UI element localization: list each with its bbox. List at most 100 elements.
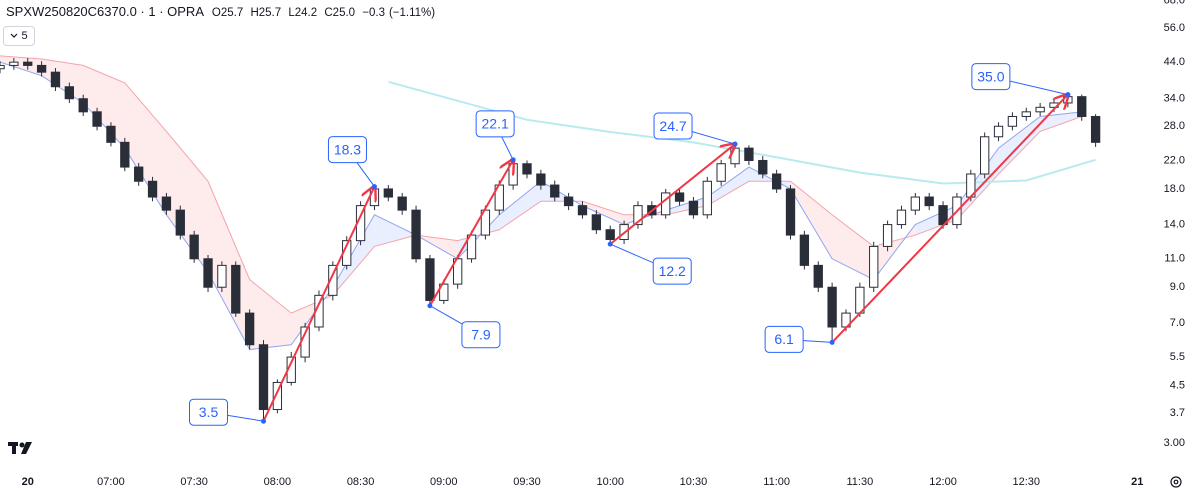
trend-arrow [831,95,1068,344]
y-tick-label: 7.0 [1170,317,1185,329]
callout-label: 6.1 [774,331,794,347]
cloud-segment [124,82,167,215]
candle-body [36,64,47,73]
callout-label: 35.0 [977,68,1004,84]
axes: 3.00 3.7 4.5 5.5 7.0 9.0 11.0 14.0 18.0 22.0 28.0 3… [22,0,1185,488]
candle-body [147,180,158,198]
trend-arrow [262,187,375,422]
candle-body [231,264,241,314]
candle-body [993,125,1004,138]
slow-ma-line [0,55,1082,314]
quote: O25.7 H25.7 L24.2 C25.0 −0.3 (−1.11%) [212,7,439,19]
candle-body [924,196,934,207]
y-tick-label: 3.00 [1164,437,1185,449]
candle-body [674,192,685,202]
callout-label: 3.5 [199,404,219,420]
x-tick-label: 07:00 [97,476,125,488]
y-tick-label: 9.0 [1170,281,1185,293]
callout-label: 12.2 [659,263,686,279]
x-tick-label: 20 [22,476,34,488]
y-tick-label: 11.0 [1164,253,1185,265]
candle-body [896,209,907,226]
candle-body [1090,115,1101,143]
callout-box [764,325,804,353]
candle-body [64,86,75,100]
x-tick-label: 07:30 [180,476,208,488]
x-tick-label: 09:00 [430,476,458,488]
x-tick-label: 11:30 [846,476,873,488]
x-tick-label: 08:30 [347,476,375,488]
cloud-segment [499,181,541,230]
callout-point [829,339,835,345]
chevron [11,33,18,38]
candle-body [0,64,5,70]
callout-point [607,241,613,247]
change-percent: (−1.11%) [388,7,436,19]
candle-body [9,61,19,66]
candle-body [244,312,255,346]
callout-label: 24.7 [659,118,686,134]
candle-body [50,71,61,88]
candle-body [758,159,768,175]
candle-body [383,188,393,198]
candle-body [771,173,782,190]
settings-icon[interactable] [1170,476,1182,488]
candle-body [869,245,879,288]
y-tick-label: 14.0 [1164,218,1185,230]
callout-box [475,110,515,138]
candle-body [910,196,920,211]
quote-value: 25.7 [220,7,244,19]
candle-body [106,125,116,143]
quote-key: C [324,7,333,19]
candle-body [1077,96,1087,117]
y-tick-label: 28.0 [1164,120,1185,132]
candle-body [799,234,810,266]
cloud-segment [915,205,957,236]
cloud-segment [832,214,874,280]
cloud-segment [956,148,999,220]
candle-body [411,209,421,260]
candle-body [189,234,199,260]
cloud-segment [332,214,375,296]
candle-body [425,258,435,301]
quote-key: L [288,7,295,19]
candle-body [522,163,532,175]
candle-body [1007,115,1018,127]
candle-body [827,286,837,328]
candle-body [716,163,726,182]
callout-point [732,141,738,147]
candle-body [550,184,560,198]
trend-arrow [429,160,513,307]
candle-body [980,136,990,175]
callout-point [371,184,377,190]
candle-body [175,209,185,236]
candle-body [258,344,269,411]
callout-point [427,303,433,309]
candle-body [563,196,574,207]
candle-body [203,258,213,288]
callout-label: 7.9 [471,326,491,342]
cloud-segment [41,58,84,103]
candle-body [577,205,588,216]
callout-box [653,112,693,140]
x-tick-label: 09:30 [513,476,541,488]
tv-logo [8,442,32,454]
y-tick-label: 22.0 [1164,154,1185,166]
x-tick-label: 08:00 [264,476,292,488]
candle-body [466,234,477,260]
candle-body [591,214,602,231]
interval-toggle[interactable]: 5 [3,26,35,46]
candle-body [536,173,546,186]
cloud-segment [0,55,42,76]
cloud-segment [582,201,625,225]
x-tick-label: 21 [1131,476,1143,488]
callout-box [652,257,692,285]
cloud-segment [374,214,417,247]
candle-body [702,180,712,216]
trend-arrow [609,144,735,245]
y-tick-label: 3.7 [1170,407,1185,419]
cloud-segment [790,181,833,259]
cloud-segment [1040,111,1082,132]
callout-label: 22.1 [482,116,509,132]
